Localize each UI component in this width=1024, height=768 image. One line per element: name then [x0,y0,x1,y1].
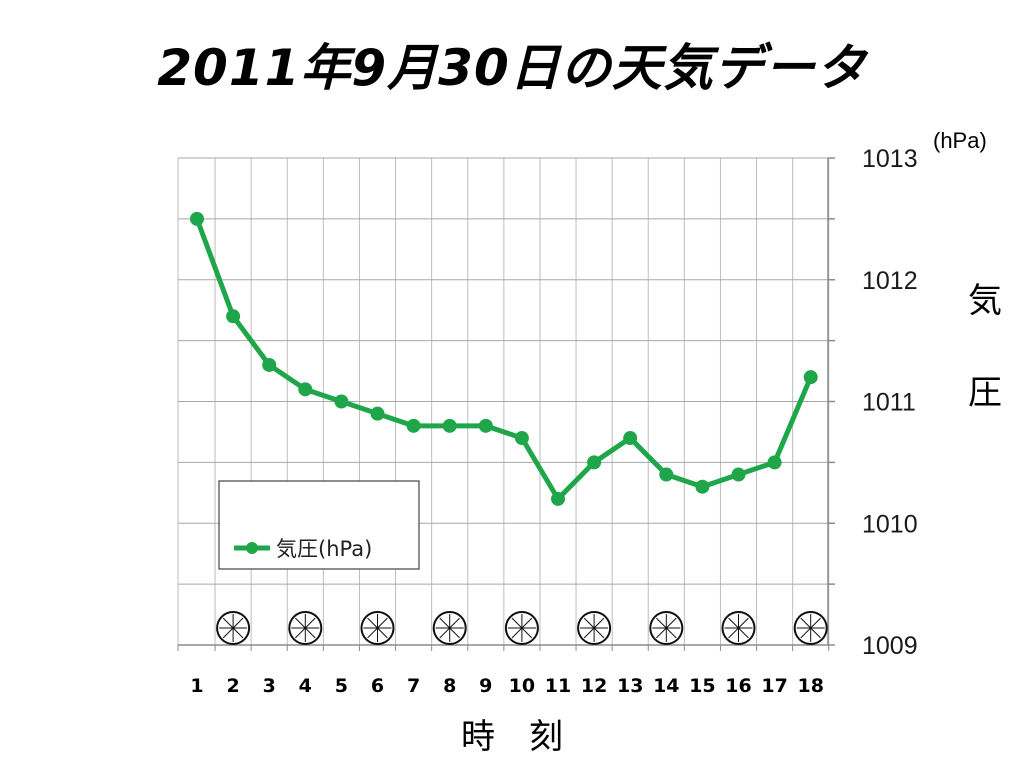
weather-symbol-spoke [728,617,749,639]
x-tick-label: 15 [689,675,715,697]
cloudy-weather-icon [360,611,395,645]
data-point-pressure [514,431,529,446]
data-point-pressure [478,418,493,433]
x-tick-label: 7 [407,675,420,697]
weather-symbol-spoke [222,617,244,639]
cloudy-weather-icon [577,611,612,645]
y-tick-label: 1013 [862,145,918,173]
x-tick-label: 18 [797,675,823,697]
weather-symbol-spoke [800,617,821,639]
x-axis-label: 時 刻 [461,717,563,757]
y-axis-label-char-2: 圧 [968,373,1002,413]
data-point-pressure [551,491,565,506]
weather-symbol-row [216,611,828,645]
data-point-pressure [226,309,241,324]
y-axis-label-char-1: 気 [968,281,1002,321]
x-tick-label: 6 [371,675,384,697]
x-tick-label: 14 [653,675,679,697]
x-tick-label: 9 [479,675,492,697]
x-tick-label: 1 [190,675,203,697]
y-tick-label: 1010 [862,510,918,538]
x-tick-label: 3 [263,675,276,697]
data-point-pressure [587,455,602,470]
cloudy-weather-icon [649,611,684,645]
data-point-pressure [803,370,818,385]
legend-entry: 気圧(hPa) [276,537,372,561]
y-tick-labels: 1009 1010 1011 1012 1013 [862,145,918,660]
data-point-pressure [334,394,349,409]
x-tick-label: 8 [443,675,456,697]
cloudy-weather-icon [216,611,251,645]
data-point-pressure [370,406,385,421]
data-point-pressure [695,479,710,494]
legend-marker-swatch [246,542,258,554]
weather-symbol-spoke [295,617,316,639]
x-tick-label: 4 [299,675,312,697]
y-tick-label: 1012 [862,267,918,295]
data-point-pressure [442,418,457,433]
cloudy-weather-icon [432,611,467,645]
series-line-layer [190,211,818,506]
weather-symbol-spoke [367,617,388,639]
data-point-pressure [659,467,674,482]
x-tick-label: 12 [581,675,607,697]
chart-grid [177,157,835,651]
x-tick-label: 13 [617,675,643,697]
cloudy-weather-icon [504,611,539,645]
cloudy-weather-icon [793,611,828,645]
y-unit-label: (hPa) [933,128,987,153]
cloudy-weather-icon [288,611,323,645]
x-tick-label: 11 [545,675,571,697]
x-tick-label: 5 [335,675,348,697]
x-tick-label: 17 [761,675,787,697]
data-point-pressure [190,211,204,226]
x-tick-label: 2 [226,675,239,697]
data-point-pressure [298,382,313,397]
weather-symbol-spoke [656,617,677,639]
data-point-pressure [262,357,277,372]
data-point-pressure [406,418,421,433]
data-point-pressure [731,467,746,482]
x-tick-labels: 1 2 3 4 5 6 7 8 9 10 11 12 13 14 15 16 17 18 [190,675,824,697]
x-tick-label: 10 [509,675,535,697]
y-tick-label: 1009 [862,632,918,660]
weather-symbol-spoke [583,617,605,639]
cloudy-weather-icon [721,611,756,645]
legend-box [218,480,420,570]
page-title: 2011年9月30日の天気データ [157,39,867,97]
data-point-pressure [623,431,638,446]
data-point-pressure [767,455,782,470]
legend: 気圧(hPa) [218,480,420,570]
y-tick-label: 1011 [862,389,916,417]
x-tick-label: 16 [725,675,751,697]
weather-symbol-spoke [439,617,460,639]
weather-symbol-spoke [511,617,533,639]
